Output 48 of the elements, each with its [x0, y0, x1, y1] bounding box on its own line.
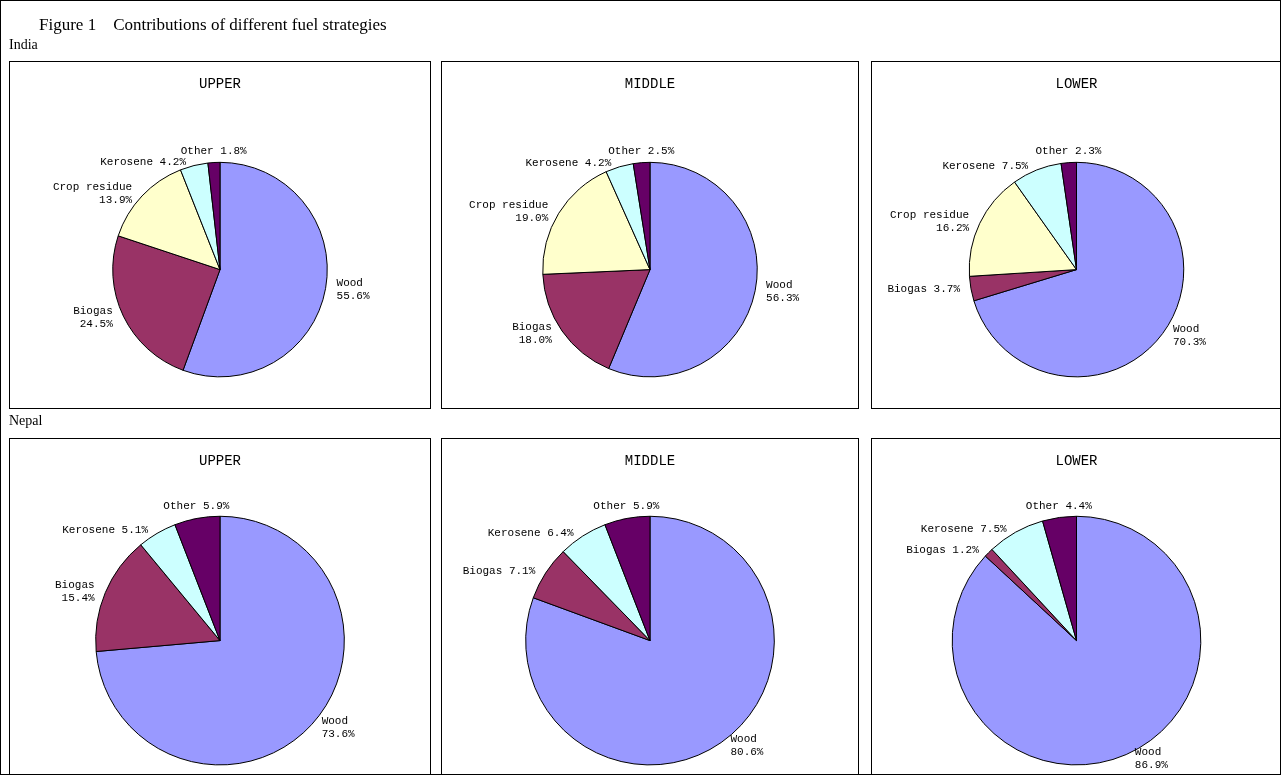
data-label: 73.6% — [321, 727, 356, 740]
data-label: 86.9% — [1134, 758, 1169, 771]
slice-label: Biogas 1.2% — [906, 543, 980, 556]
chart-title: MIDDLE — [624, 76, 676, 92]
slice-label: Biogas 3.7% — [887, 283, 961, 296]
slice-label: Crop residue — [889, 209, 970, 222]
slice-label: Kerosene 5.1% — [62, 523, 149, 536]
chart-title: UPPER — [198, 76, 242, 92]
data-label: 24.5% — [79, 318, 114, 331]
slice-label: Other 1.8% — [180, 144, 248, 157]
slice-label: Other 2.5% — [608, 144, 675, 157]
slice-label: Wood — [1134, 745, 1162, 758]
slice-label: Other 4.4% — [1025, 499, 1093, 512]
text: Nepal — [9, 413, 43, 429]
slice-label: Other 2.3% — [1035, 144, 1102, 157]
chart-title: UPPER — [198, 453, 242, 469]
chart-title: LOWER — [1055, 453, 1099, 469]
data-label: 56.3% — [766, 291, 800, 304]
data-label: 70.3% — [1172, 336, 1207, 349]
slice-label: Biogas — [54, 578, 95, 591]
slice-label: Kerosene 7.5% — [920, 522, 1008, 535]
caption: Figure 1 Contributions of different fuel strategies — [39, 15, 387, 35]
slice-label: Crop residue — [52, 180, 133, 193]
slice-label: Biogas — [512, 320, 552, 333]
slice-label: Kerosene 4.2% — [525, 156, 612, 169]
slice-label: Biogas 7.1% — [462, 564, 536, 577]
slice-label: Other 5.9% — [593, 500, 660, 513]
slice-label: Wood — [336, 276, 363, 289]
data-label: 18.0% — [518, 333, 553, 346]
slice-label: Wood — [730, 733, 757, 746]
data-label: 13.9% — [99, 193, 133, 206]
slice-label: Crop residue — [469, 198, 549, 211]
slice-label: Wood — [766, 278, 793, 291]
slice-label: Wood — [1172, 323, 1200, 336]
slice-label: Wood — [321, 714, 349, 727]
slice-label: Kerosene 6.4% — [487, 526, 574, 539]
text: India — [9, 37, 38, 53]
data-label: 15.4% — [61, 591, 95, 604]
slice-label: Kerosene 4.2% — [100, 155, 187, 168]
slice-label: Biogas — [73, 305, 113, 318]
slice-label: Other 5.9% — [163, 500, 230, 513]
chart-title: MIDDLE — [624, 453, 676, 469]
slice-label: Kerosene 7.5% — [942, 160, 1029, 173]
chart-title: LOWER — [1055, 76, 1099, 92]
data-label: 19.0% — [515, 211, 549, 224]
data-label: 55.6% — [336, 289, 370, 302]
data-label: 80.6% — [730, 746, 764, 759]
data-label: 16.2% — [936, 222, 970, 235]
